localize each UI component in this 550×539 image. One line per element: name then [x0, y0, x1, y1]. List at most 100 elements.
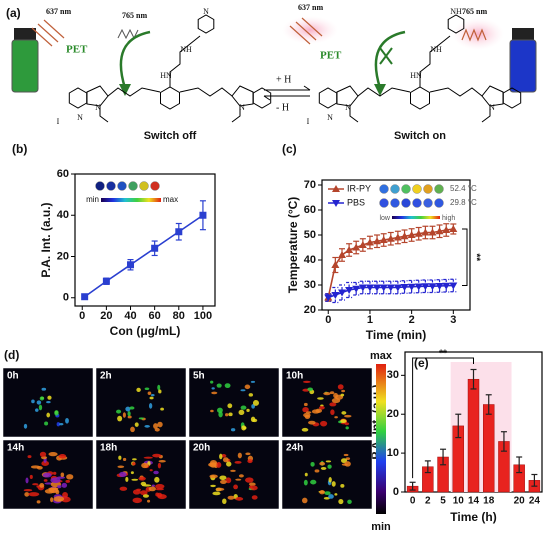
x-tick-label: 60	[149, 310, 161, 322]
atom-label: N	[77, 113, 83, 122]
thumb	[434, 198, 444, 208]
pet-arrow	[374, 30, 406, 89]
y-tick-label: 70	[304, 179, 316, 191]
signal	[122, 457, 127, 462]
thumb	[117, 181, 127, 191]
signal	[303, 402, 308, 407]
signal	[233, 484, 238, 490]
signal	[334, 416, 338, 419]
signal	[252, 400, 260, 406]
signal	[315, 408, 323, 413]
signal	[329, 391, 335, 395]
significance: **	[439, 349, 447, 360]
thumb	[423, 184, 433, 194]
marker	[373, 237, 382, 245]
signal	[340, 484, 345, 488]
signal	[117, 415, 123, 422]
signal	[216, 461, 222, 468]
marker	[386, 284, 395, 292]
significance: **	[470, 253, 481, 261]
error-bar	[500, 431, 507, 452]
signal	[160, 407, 164, 411]
signal	[345, 426, 349, 430]
signal	[245, 477, 254, 483]
signal	[156, 492, 163, 498]
signal	[119, 471, 127, 478]
wavelength: 637 nm	[46, 7, 71, 16]
signal	[247, 459, 253, 464]
signal	[147, 499, 151, 503]
signal	[220, 479, 227, 484]
signal	[244, 384, 251, 390]
y-tick-label: 60	[57, 168, 69, 180]
signal	[36, 485, 40, 488]
signal	[65, 479, 71, 483]
signal	[325, 460, 332, 463]
signal	[138, 476, 146, 481]
signal	[58, 454, 67, 459]
signal	[230, 469, 236, 472]
y-tick-label: 50	[304, 229, 316, 241]
scale-label: high	[442, 215, 455, 222]
vial-blue	[509, 39, 537, 93]
signal	[125, 476, 129, 482]
x-tick-label: 2	[425, 496, 431, 507]
signal	[345, 457, 351, 461]
marker	[414, 283, 423, 291]
legend-label: IR-PY	[347, 183, 371, 193]
signal	[250, 380, 256, 383]
marker	[449, 282, 458, 290]
atom-label: I	[57, 117, 60, 126]
signal	[24, 492, 30, 497]
ring	[318, 87, 338, 109]
y-tick-label: 40	[57, 209, 69, 221]
signal	[329, 402, 337, 407]
time-label: 5h	[193, 371, 205, 382]
thumb	[106, 181, 116, 191]
signal	[29, 474, 33, 479]
plot-frame	[321, 179, 471, 311]
temp-label: 52.4 °C	[450, 184, 477, 193]
marker	[400, 232, 409, 240]
signal	[251, 495, 258, 500]
error-bar	[516, 456, 523, 474]
x-tick-label: 2	[409, 314, 415, 326]
ring	[197, 14, 215, 34]
signal	[158, 459, 166, 463]
light-in-arrows	[31, 19, 65, 47]
signal	[302, 406, 309, 413]
reaction-label: + H	[276, 74, 291, 85]
signal	[237, 452, 242, 459]
color-scale	[392, 216, 440, 219]
signal	[39, 451, 47, 457]
signal	[30, 465, 41, 469]
signal	[340, 458, 348, 464]
x-tick-label: 1	[367, 314, 373, 326]
signal	[138, 417, 144, 420]
atom-label: N	[345, 103, 351, 112]
chain	[419, 35, 451, 87]
reaction-label: - H	[276, 102, 289, 113]
signal	[125, 406, 131, 412]
error-bar	[424, 460, 431, 474]
chain	[107, 87, 161, 97]
signal	[310, 461, 315, 467]
thumb	[150, 181, 160, 191]
signal	[42, 472, 52, 478]
signal	[211, 387, 215, 390]
marker	[365, 284, 374, 292]
pet-arrow	[119, 30, 151, 89]
signal	[39, 396, 45, 401]
molecule	[318, 14, 522, 123]
image-tile	[95, 367, 187, 438]
signal	[319, 461, 326, 466]
signal	[304, 414, 311, 419]
chain	[429, 87, 483, 97]
arrow-head	[263, 95, 271, 101]
x-tick-label: 14	[468, 496, 480, 507]
y-tick-label: 60	[304, 204, 316, 216]
signal	[246, 408, 250, 413]
bracket	[462, 228, 468, 286]
signal	[149, 469, 153, 472]
marker	[400, 284, 409, 291]
